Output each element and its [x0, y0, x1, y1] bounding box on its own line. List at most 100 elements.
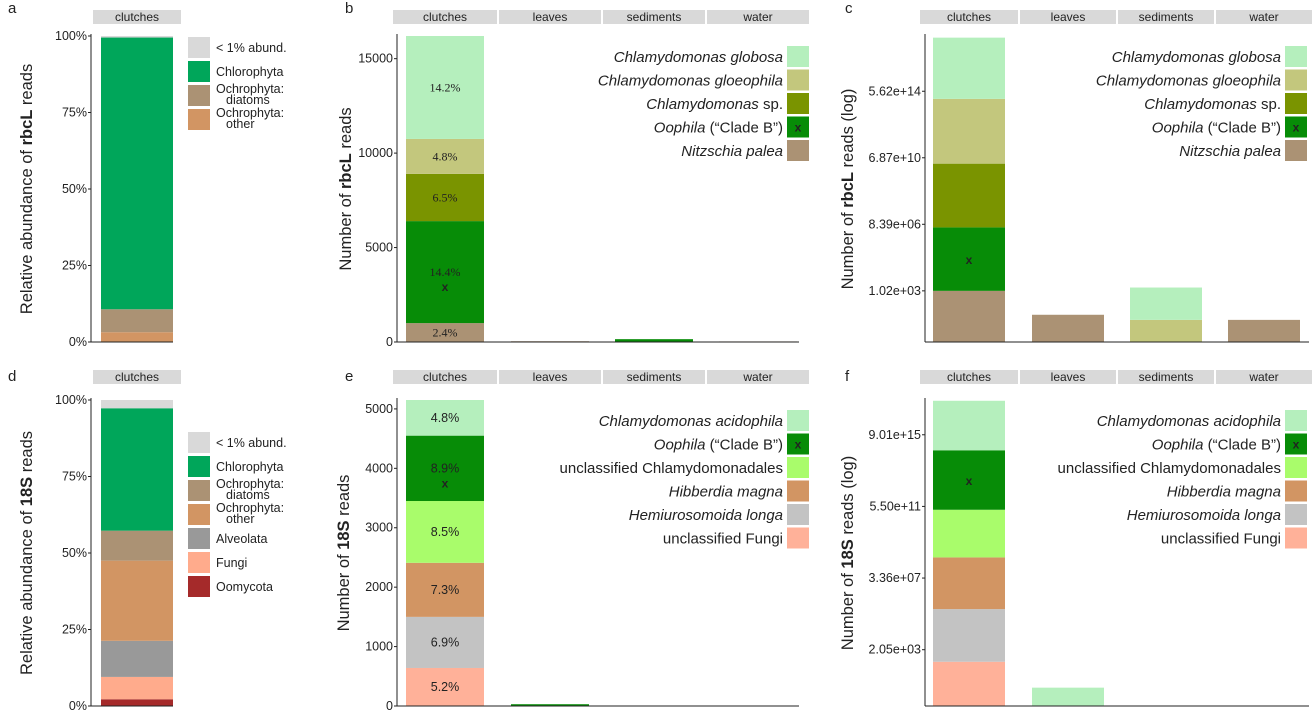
- legend-swatch: [1285, 69, 1307, 91]
- bar-segment: [933, 450, 1005, 510]
- y-tick-label: 50%: [62, 182, 87, 196]
- panel-letter: e: [345, 368, 353, 385]
- bar-segment: [406, 221, 484, 324]
- y-tick-label: 0: [386, 699, 393, 711]
- y-tick-label: 5.62e+14: [869, 84, 922, 98]
- y-tick-label: 75%: [62, 470, 87, 484]
- oophila-marker: x: [966, 474, 973, 488]
- legend-label: Hemiurosomoida longa: [629, 507, 783, 524]
- oophila-marker: x: [442, 476, 449, 490]
- facet-strip: [603, 10, 705, 24]
- y-tick-label: 10000: [358, 146, 393, 160]
- y-axis-title: Number of rbcL reads (log): [839, 89, 857, 290]
- bar-segment: [406, 400, 484, 436]
- y-tick-label: 5000: [365, 402, 393, 416]
- y-tick-label: 4000: [365, 461, 393, 475]
- facet-strip: [920, 370, 1018, 384]
- panel-f: f clutches leaves sediments water Number of 1…: [839, 368, 1312, 707]
- legend: < 1% abund. Chlorophyta Ochrophyta:diatoms…: [188, 37, 287, 131]
- legend-label: Chlamydomonas sp.: [646, 96, 783, 113]
- legend: Chlamydomonas globosa Chlamydomonas gloeo…: [598, 46, 809, 161]
- bar-segment: [101, 640, 173, 677]
- legend-label: other: [226, 512, 255, 526]
- legend-label: Nitzschia palea: [1179, 143, 1281, 160]
- legend-label: Chlamydomonas globosa: [1112, 49, 1281, 66]
- legend-label: Oomycota: [216, 580, 273, 594]
- panel-a: a clutches Relative abundance of rbcL read…: [8, 0, 287, 349]
- bar-data-label: 14.2%: [430, 80, 461, 94]
- legend-swatch: [188, 576, 210, 597]
- bar-segment: [406, 435, 484, 502]
- y-tick-label: 75%: [62, 106, 87, 120]
- bar-segment: [933, 609, 1005, 662]
- panel-d: d clutches Relative abundance of 18S reads…: [8, 368, 287, 711]
- y-tick-label: 0%: [69, 335, 87, 349]
- y-axis-title: Number of 18S reads: [335, 475, 353, 632]
- legend: < 1% abund. Chlorophyta Ochrophyta:diatoms…: [188, 432, 287, 597]
- bar-segment: [511, 704, 589, 706]
- bar-segment: [101, 699, 173, 706]
- legend-swatch: [787, 504, 809, 525]
- y-tick-label: 50%: [62, 546, 87, 560]
- y-tick-label: 2000: [365, 580, 393, 594]
- facet-strip-label: sediments: [627, 370, 682, 384]
- legend-label: unclassified Chlamydomonadales: [1058, 460, 1281, 477]
- legend-label: unclassified Chlamydomonadales: [560, 460, 783, 477]
- bar-segment: [1130, 319, 1202, 342]
- legend-swatch: [787, 69, 809, 91]
- facet-strip-label: water: [1248, 10, 1278, 24]
- legend-label: other: [226, 117, 255, 131]
- panel-letter: a: [8, 0, 17, 17]
- bar-segment: [933, 400, 1005, 451]
- legend-swatch: [1285, 480, 1307, 502]
- bar-segment: [406, 138, 484, 174]
- bar-segment: [101, 309, 173, 333]
- legend-label: Alveolata: [216, 532, 267, 546]
- legend-label: Chlamydomonas acidophila: [599, 413, 783, 430]
- facet-strip-label: sediments: [627, 10, 682, 24]
- facet-strip-label: leaves: [533, 370, 568, 384]
- facet-strip: [393, 10, 497, 24]
- y-axis-title: Relative abundance of rbcL reads: [18, 64, 36, 314]
- facet-strip: [499, 370, 601, 384]
- bar-segment: [933, 509, 1005, 558]
- bar-segment: [615, 339, 693, 342]
- legend: Chlamydomonas acidophila x Oophila (“Clade…: [560, 410, 809, 549]
- facet-strip-label: leaves: [533, 10, 568, 24]
- legend-label: Oophila (“Clade B”): [1152, 437, 1281, 454]
- bar-data-label: 6.9%: [431, 635, 460, 649]
- facet-strip-label: sediments: [1139, 370, 1194, 384]
- legend-swatch: [188, 109, 210, 130]
- legend-label: Ochrophyta:: [216, 106, 284, 120]
- legend-label: Oophila (“Clade B”): [654, 120, 783, 137]
- legend-swatch: [787, 116, 809, 138]
- legend-swatch: [188, 432, 210, 453]
- legend-label: < 1% abund.: [216, 41, 287, 55]
- legend-label: unclassified Fungi: [1161, 531, 1281, 548]
- legend-marker: x: [795, 121, 802, 135]
- legend-swatch: [1285, 93, 1307, 114]
- y-tick-label: 1000: [365, 640, 393, 654]
- legend-swatch: [1285, 504, 1307, 525]
- y-tick-label: 5000: [365, 241, 393, 255]
- bar-segment: [101, 560, 173, 641]
- y-tick-label: 5.50e+11: [869, 499, 921, 513]
- legend-marker: x: [1293, 121, 1300, 135]
- bar-segment: [101, 36, 173, 38]
- bar-data-label: 8.5%: [431, 525, 460, 539]
- legend-swatch: [1285, 46, 1307, 67]
- legend-swatch: [1285, 140, 1307, 161]
- legend-swatch: [188, 37, 210, 58]
- legend-swatch: [188, 61, 210, 82]
- bar-data-label: 6.5%: [433, 191, 458, 205]
- bar-data-label: 2.4%: [433, 326, 458, 340]
- panel-letter: f: [845, 368, 850, 385]
- legend-swatch: [1285, 410, 1307, 431]
- facet-strip-label: clutches: [947, 370, 991, 384]
- facet-strip-label: clutches: [115, 10, 159, 24]
- bar-segment: [933, 290, 1005, 342]
- bar-segment: [933, 98, 1005, 164]
- legend-swatch: [787, 93, 809, 114]
- y-tick-label: 9.01e+15: [869, 428, 922, 442]
